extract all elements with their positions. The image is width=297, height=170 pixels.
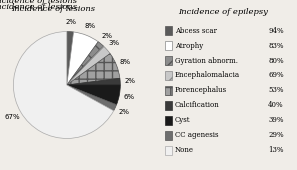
Text: Incidence of lesions: Incidence of lesions [0,0,77,5]
Wedge shape [67,85,116,111]
Text: Incidence of lesions: Incidence of lesions [12,5,95,13]
Text: 80%: 80% [268,56,284,65]
Text: 53%: 53% [268,86,284,95]
Text: 8%: 8% [84,23,96,29]
Wedge shape [67,32,98,85]
Text: 40%: 40% [268,101,284,109]
Text: Incidence of epilepsy: Incidence of epilepsy [178,8,268,16]
Text: 29%: 29% [268,131,284,139]
Text: Cyst: Cyst [175,116,190,124]
Text: 3%: 3% [109,40,120,46]
Text: Atrophy: Atrophy [175,41,203,50]
Text: 2%: 2% [65,19,76,25]
Text: 13%: 13% [268,146,284,154]
Wedge shape [67,54,120,85]
Text: Encephalomalacia: Encephalomalacia [175,71,240,80]
Wedge shape [67,42,103,85]
Text: Calcification: Calcification [175,101,219,109]
Text: 39%: 39% [268,116,284,124]
Text: 2%: 2% [102,33,113,39]
Text: Gyration abnorm.: Gyration abnorm. [175,56,238,65]
Text: Abcess scar: Abcess scar [175,27,217,35]
Text: 94%: 94% [268,27,284,35]
Wedge shape [67,32,74,85]
Wedge shape [67,85,120,105]
Text: CC agenesis: CC agenesis [175,131,218,139]
Text: 6%: 6% [123,94,134,100]
Text: Incidence of lesions: Incidence of lesions [0,3,77,11]
Text: 69%: 69% [268,71,284,80]
Wedge shape [13,32,114,138]
Wedge shape [67,46,110,85]
Text: None: None [175,146,194,154]
Wedge shape [67,78,120,85]
Text: 8%: 8% [120,59,131,65]
Text: Porencephalus: Porencephalus [175,86,227,95]
Text: 2%: 2% [119,109,129,115]
Text: 67%: 67% [5,114,20,120]
Text: 2%: 2% [124,78,135,84]
Text: 83%: 83% [268,41,284,50]
